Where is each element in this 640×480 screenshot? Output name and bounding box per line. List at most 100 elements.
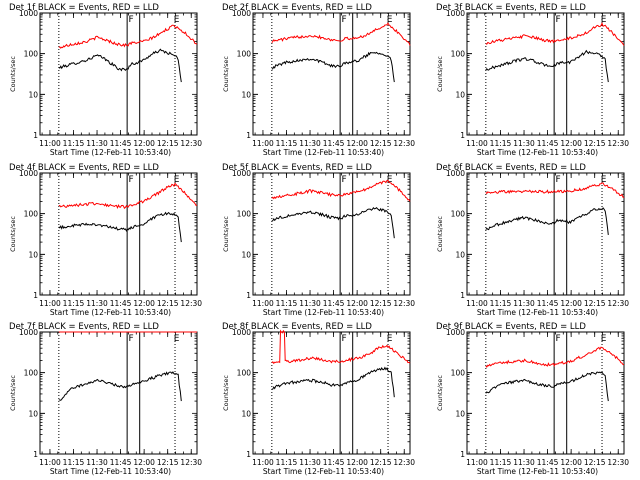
y-tick-label: 10	[28, 409, 38, 418]
lld-series-line	[58, 182, 197, 209]
x-tick-label: 11:30	[86, 458, 108, 467]
marker-label-f: F	[555, 334, 560, 344]
x-tick-label: 12:00	[133, 299, 155, 308]
x-tick-label: 11:15	[63, 139, 85, 148]
lld-series-line	[485, 182, 625, 198]
y-axis-label: Counts/sec	[9, 216, 17, 252]
x-tick-label: 11:45	[537, 458, 559, 467]
x-tick-label: 11:45	[537, 139, 559, 148]
x-tick-label: 11:45	[537, 299, 559, 308]
y-tick-label: 100	[451, 50, 466, 59]
x-tick-label: 12:00	[346, 139, 368, 148]
x-tick-label: 11:15	[490, 458, 512, 467]
y-axis-label: Counts/sec	[436, 375, 444, 411]
x-tick-label: 11:45	[110, 139, 132, 148]
panel-title: Det 6f BLACK = Events, RED = LLD	[436, 163, 586, 173]
panel-title: Det 2f BLACK = Events, RED = LLD	[222, 3, 372, 13]
panel-det-8f: Det 8f BLACK = Events, RED = LLD 1 10 100 10…	[222, 322, 415, 476]
x-tick-label: 12:00	[133, 458, 155, 467]
marker-label-f: F	[341, 175, 346, 185]
x-tick-label: 11:30	[86, 299, 108, 308]
plot-frame	[466, 331, 625, 455]
marker-label-e: E	[601, 15, 607, 25]
y-tick-label: 100	[451, 210, 466, 219]
y-tick-label: 1000	[446, 328, 465, 337]
y-axis-label: Counts/sec	[436, 216, 444, 252]
y-tick-label: 1000	[446, 169, 465, 178]
events-series-line	[271, 366, 395, 398]
x-tick-label: 12:30	[393, 458, 415, 467]
x-tick-label: 11:30	[513, 139, 535, 148]
y-tick-label: 10	[455, 90, 465, 99]
plot-frame	[39, 12, 198, 136]
y-tick-label: 10	[28, 250, 38, 259]
x-tick-label: 12:30	[180, 458, 202, 467]
panel-title: Det 4f BLACK = Events, RED = LLD	[9, 163, 159, 173]
panel-det-2f: Det 2f BLACK = Events, RED = LLD 1 10 100 10…	[222, 3, 415, 157]
panel-det-3f: Det 3f BLACK = Events, RED = LLD 1 10 100 10…	[436, 3, 629, 157]
plot-frame	[252, 12, 411, 136]
x-tick-label: 11:45	[323, 458, 345, 467]
y-tick-label: 100	[24, 369, 39, 378]
x-tick-label: 12:15	[584, 299, 606, 308]
y-tick-label: 1	[246, 291, 251, 300]
panel-det-6f: Det 6f BLACK = Events, RED = LLD 1 10 100 10…	[436, 163, 629, 317]
y-tick-label: 100	[237, 210, 252, 219]
x-tick-label: 12:00	[560, 299, 582, 308]
y-tick-label: 100	[237, 50, 252, 59]
panel-title: Det 7f BLACK = Events, RED = LLD	[9, 322, 159, 332]
y-tick-label: 1	[246, 131, 251, 140]
x-tick-label: 12:30	[180, 139, 202, 148]
x-tick-label: 11:30	[299, 139, 321, 148]
x-tick-label: 12:15	[157, 458, 179, 467]
x-tick-label: 11:00	[39, 139, 61, 148]
x-tick-label: 12:15	[157, 139, 179, 148]
marker-label-f: F	[555, 175, 560, 185]
y-tick-label: 1	[33, 450, 38, 459]
x-tick-label: 11:00	[39, 458, 61, 467]
plot-frame	[39, 331, 198, 455]
events-series-line	[485, 49, 609, 83]
x-tick-label: 11:00	[252, 139, 274, 148]
y-tick-label: 10	[241, 250, 251, 259]
x-axis-label: Start Time (12-Feb-11 10:53:40)	[477, 467, 598, 476]
x-tick-label: 12:30	[607, 458, 629, 467]
events-series-line	[485, 207, 609, 235]
x-tick-label: 11:45	[323, 139, 345, 148]
events-series-line	[58, 48, 182, 83]
y-tick-label: 100	[237, 369, 252, 378]
x-tick-label: 12:15	[584, 139, 606, 148]
x-tick-label: 11:15	[276, 458, 298, 467]
x-axis-label: Start Time (12-Feb-11 10:53:40)	[50, 467, 171, 476]
y-tick-label: 1000	[19, 328, 38, 337]
panel-title: Det 3f BLACK = Events, RED = LLD	[436, 3, 586, 13]
lld-series-line	[271, 22, 411, 46]
y-tick-label: 1	[33, 291, 38, 300]
y-axis-label: Counts/sec	[9, 56, 17, 92]
marker-label-f: F	[341, 334, 346, 344]
lld-series-line	[271, 179, 411, 202]
x-tick-label: 11:15	[490, 139, 512, 148]
x-tick-label: 12:00	[346, 458, 368, 467]
x-tick-label: 12:30	[393, 139, 415, 148]
x-tick-label: 12:15	[370, 139, 392, 148]
panel-det-7f: Det 7f BLACK = Events, RED = LLD 1 10 100 10…	[9, 322, 202, 476]
marker-label-e: E	[387, 175, 393, 185]
lld-series-line	[485, 21, 625, 46]
panel-title: Det 9f BLACK = Events, RED = LLD	[436, 322, 586, 332]
events-series-line	[271, 51, 395, 83]
x-tick-label: 12:30	[393, 299, 415, 308]
x-tick-label: 12:30	[607, 139, 629, 148]
marker-label-e: E	[174, 334, 180, 344]
panel-det-9f: Det 9f BLACK = Events, RED = LLD 1 10 100 10…	[436, 322, 629, 476]
plot-frame	[466, 172, 625, 296]
y-tick-label: 1	[460, 131, 465, 140]
panel-det-4f: Det 4f BLACK = Events, RED = LLD 1 10 100 10…	[9, 163, 202, 317]
x-tick-label: 12:15	[370, 458, 392, 467]
y-tick-label: 1000	[446, 9, 465, 18]
marker-label-f: F	[128, 175, 133, 185]
y-tick-label: 100	[451, 369, 466, 378]
x-axis-label: Start Time (12-Feb-11 10:53:40)	[477, 308, 598, 317]
y-tick-label: 1000	[232, 169, 251, 178]
x-tick-label: 12:00	[560, 139, 582, 148]
